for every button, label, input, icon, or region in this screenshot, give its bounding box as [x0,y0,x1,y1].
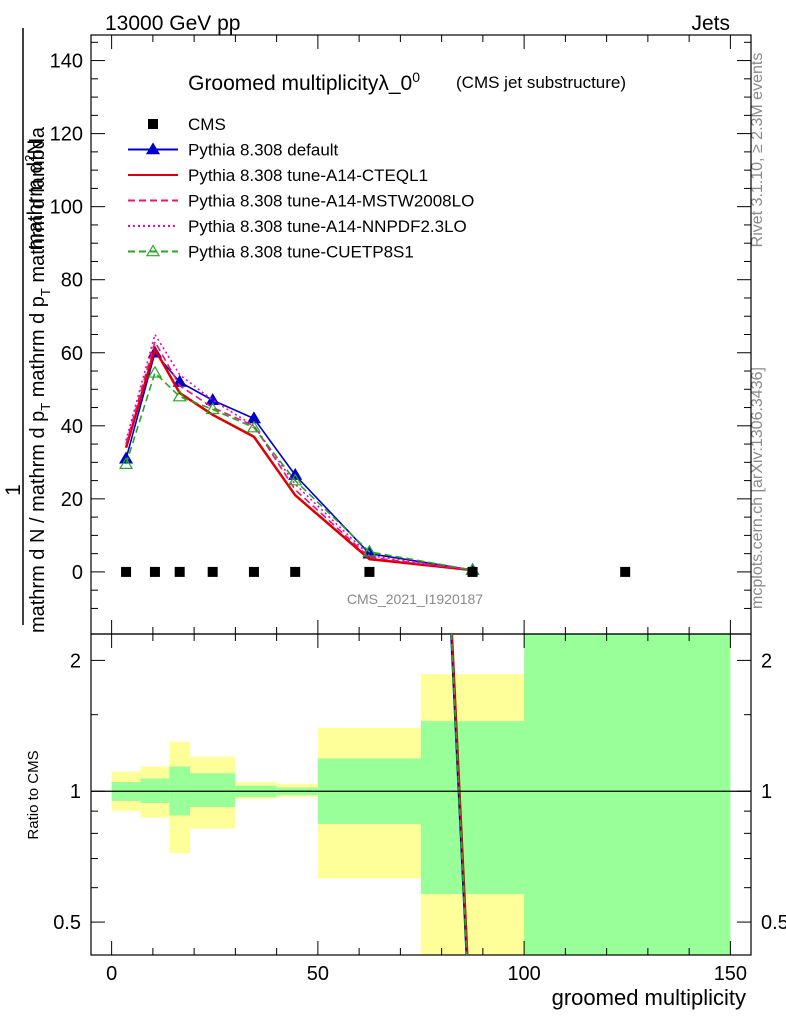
ylabel-numerator-tail: N [24,139,47,154]
series-line-3 [125,332,473,571]
cms-point [290,566,301,577]
ratio-band-inner [190,773,236,807]
ratio-tick-label-right: 0.5 [761,912,786,934]
series-marker-4 [147,365,162,378]
cms-point [207,566,218,577]
y-tick-label: 80 [61,270,83,292]
x-axis-label: groomed multiplicity [552,985,746,1010]
ratio-tick-label: 2 [70,650,81,672]
ratio-band-inner [524,634,731,955]
legend-label: Pythia 8.308 default [188,141,339,160]
ylabel-prefix: 1 [2,484,25,496]
ratio-y-label: Ratio to CMS [25,750,42,839]
main-series [119,332,480,575]
x-tick-label: 50 [307,963,329,985]
ylabel-numerator-sup: 2 [22,155,37,162]
series-marker-4 [246,420,261,433]
y-tick-label: 0 [72,562,83,584]
series-marker-4 [288,473,303,486]
ratio-bands [111,634,731,955]
cms-point [467,566,478,577]
legend-marker [145,142,161,155]
series-marker-4 [172,389,187,402]
series-marker-4 [205,402,220,415]
y-tick-label: 100 [50,197,83,219]
ratio-line-2 [450,634,468,955]
ratio-lines [450,634,469,955]
y-tick-label: 40 [61,416,83,438]
cms-point [248,566,259,577]
y-tick-label: 20 [61,489,83,511]
legend-marker [145,244,161,257]
y-axis-label: mathrm d2N mathrm d N / mathrm d pT math… [2,28,53,633]
series-marker-4 [119,456,134,469]
analysis-id: CMS_2021_I1920187 [347,591,483,607]
ratio-tick-label-right: 2 [761,650,772,672]
y-tick-label: 120 [50,124,83,146]
series-marker-4 [362,544,377,557]
ratio-tick-label: 0.5 [53,912,81,934]
series-line-2 [125,339,473,571]
series-line-4 [125,371,473,571]
cms-point [121,566,132,577]
legend-marker-cms [148,119,158,129]
x-tick-label: 100 [507,963,540,985]
chart-title-superscript: 0 [412,69,420,85]
legend-label: Pythia 8.308 tune-A14-CTEQL1 [188,166,428,185]
legend: CMS Pythia 8.308 default Pythia 8.308 tune… [128,115,474,262]
ratio-band-inner [421,721,525,895]
header-right: Jets [691,12,730,35]
header-left: 13000 GeV pp [105,12,240,35]
y-tick-label: 60 [61,343,83,365]
ylabel-denominator-end: mathrm d lambda [27,126,49,288]
legend-label: Pythia 8.308 tune-CUETP8S1 [188,243,414,262]
cms-point [149,566,160,577]
x-tick-label: 0 [106,963,117,985]
ratio-axis-ticks: 0.5 0.5 1 1 2 2 [53,650,786,934]
ratio-tick-label: 1 [70,781,81,803]
cms-point [364,566,375,577]
chart-title: Groomed multiplicityλ_00 [188,69,420,95]
legend-label: Pythia 8.308 tune-A14-NNPDF2.3LO [188,217,467,236]
ylabel-denominator-tail: mathrm d p [27,296,49,403]
y-tick-label: 140 [50,51,83,73]
series-line-1 [124,345,473,572]
ratio-plot-frame [90,633,752,956]
legend-label: Pythia 8.308 tune-A14-MSTW2008LO [188,192,474,211]
cms-points [121,566,631,577]
rivet-label: Rivet 3.1.10, ≥ 2.3M events [749,53,766,248]
svg-text:mathrm d N / mathrm d pT mathr: mathrm d N / mathrm d pT mathrm d pT mat… [27,126,53,633]
x-tick-label: 150 [714,963,747,985]
mcplots-label: mcplots.cern.ch [arXiv:1306.3436] [749,367,766,609]
chart-subtitle: (CMS jet substructure) [456,73,626,92]
ylabel-denominator-sub: T [38,403,53,411]
cms-point [620,566,631,577]
legend-label: CMS [188,115,226,134]
svg-text:mathrm d2N: mathrm d2N [22,139,47,250]
ratio-tick-label-right: 1 [761,781,772,803]
cms-point [174,566,185,577]
ylabel-denominator-tail-sub: T [38,288,53,296]
